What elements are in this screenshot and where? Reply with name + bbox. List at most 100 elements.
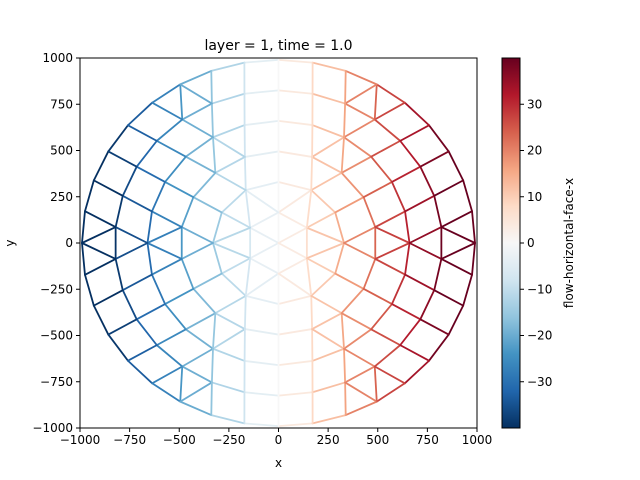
mesh-edge [107, 150, 138, 168]
colorbar-tick-label: −30 [527, 375, 552, 389]
mesh-edge [107, 318, 138, 336]
mesh-edge [277, 189, 313, 214]
y-tick-label: 750 [50, 97, 73, 111]
mesh-edge [155, 344, 184, 368]
mesh-edge [212, 242, 223, 275]
mesh-edge [433, 289, 465, 307]
x-tick-label: −500 [163, 433, 196, 447]
mesh-edge [243, 328, 280, 336]
mesh-edge [243, 120, 280, 126]
mesh-edge [212, 211, 223, 244]
mesh-edge [344, 102, 376, 121]
mesh-edge [391, 303, 422, 321]
mesh-edge [362, 287, 393, 305]
mesh-edge [374, 226, 411, 244]
mesh-edge [311, 381, 347, 394]
mesh-edge [277, 120, 314, 126]
mesh-edge [404, 242, 411, 276]
mesh-edge [155, 118, 184, 142]
mesh-edge [310, 171, 343, 192]
mesh-edge [180, 226, 214, 244]
mesh-edge [277, 242, 308, 260]
mesh-edge [135, 318, 158, 347]
mesh-edge [310, 189, 337, 214]
mesh-edge [92, 150, 110, 182]
mesh-edge [419, 318, 450, 336]
mesh-edge [151, 365, 184, 385]
colorbar-tick-label: 30 [527, 97, 542, 111]
mesh-edge [305, 226, 345, 244]
mesh-edge [433, 258, 443, 292]
mesh-edge [305, 211, 337, 229]
mesh-edge [373, 101, 406, 121]
mesh-edge [210, 381, 213, 417]
y-tick-label: −250 [40, 282, 73, 296]
mesh-edge [180, 242, 214, 260]
mesh-edge [164, 155, 187, 183]
mesh-edge [243, 150, 280, 158]
mesh-edge [114, 242, 149, 260]
mesh-edge [92, 304, 110, 336]
mesh-edge [404, 273, 436, 292]
mesh-edge [311, 124, 345, 139]
mesh-edge [107, 124, 129, 153]
mesh-edge [244, 294, 280, 305]
mesh-edge [84, 179, 95, 213]
mesh-edge [249, 257, 280, 275]
mesh-edge [362, 181, 393, 199]
mesh-edge [373, 83, 378, 121]
mesh-edge [220, 272, 247, 297]
mesh-edge [343, 347, 376, 368]
x-axis-label: x [275, 456, 282, 470]
mesh-edge [391, 273, 406, 305]
mesh-edge [310, 294, 343, 315]
y-tick-label: 1000 [42, 51, 73, 65]
mesh-edge [243, 360, 280, 367]
mesh-edge [107, 333, 129, 362]
mesh-edge [243, 156, 247, 192]
colorbar [501, 57, 521, 429]
mesh-edge [462, 179, 473, 213]
mesh-edge [340, 171, 365, 199]
mesh-edge [447, 150, 465, 182]
x-tick-label: 1000 [462, 433, 493, 447]
mesh-edge [373, 118, 402, 142]
mesh-edge [135, 139, 158, 168]
mesh-edge [243, 391, 280, 397]
mesh-edge [277, 328, 314, 336]
mesh-edge [127, 124, 158, 142]
mesh-edge [277, 89, 314, 95]
mesh-edge [277, 211, 308, 229]
mesh-edge [471, 210, 476, 244]
mesh-edge [220, 257, 252, 275]
x-tick-label: 500 [366, 433, 389, 447]
mesh-edge [391, 181, 406, 213]
mesh-edge [210, 102, 214, 139]
mesh-edge [192, 272, 223, 290]
mesh-edge [151, 210, 183, 228]
mesh-edge [428, 124, 450, 153]
mesh-edge [334, 242, 345, 275]
mesh-edge [277, 226, 308, 244]
mesh-edge [179, 365, 184, 403]
x-tick-label: 750 [416, 433, 439, 447]
mesh-edge [179, 69, 213, 86]
mesh-edge [243, 422, 280, 428]
mesh-edge [399, 139, 422, 168]
mesh-edge [151, 83, 182, 104]
mesh-edge [343, 118, 376, 139]
mesh-edge [310, 156, 314, 192]
mesh-edge [408, 242, 443, 260]
mesh-edge [373, 365, 378, 403]
mesh-edge [375, 83, 406, 104]
mesh-edge [399, 344, 430, 362]
x-tick-label: −1000 [60, 433, 101, 447]
mesh-edge [184, 312, 217, 331]
colorbar-tick-label: 10 [527, 190, 542, 204]
mesh-edge [310, 294, 314, 330]
mesh-edge [244, 257, 252, 297]
mesh-edge [419, 289, 436, 321]
mesh-edge [212, 242, 252, 260]
mesh-edge [340, 312, 373, 331]
mesh-edge [210, 61, 246, 72]
